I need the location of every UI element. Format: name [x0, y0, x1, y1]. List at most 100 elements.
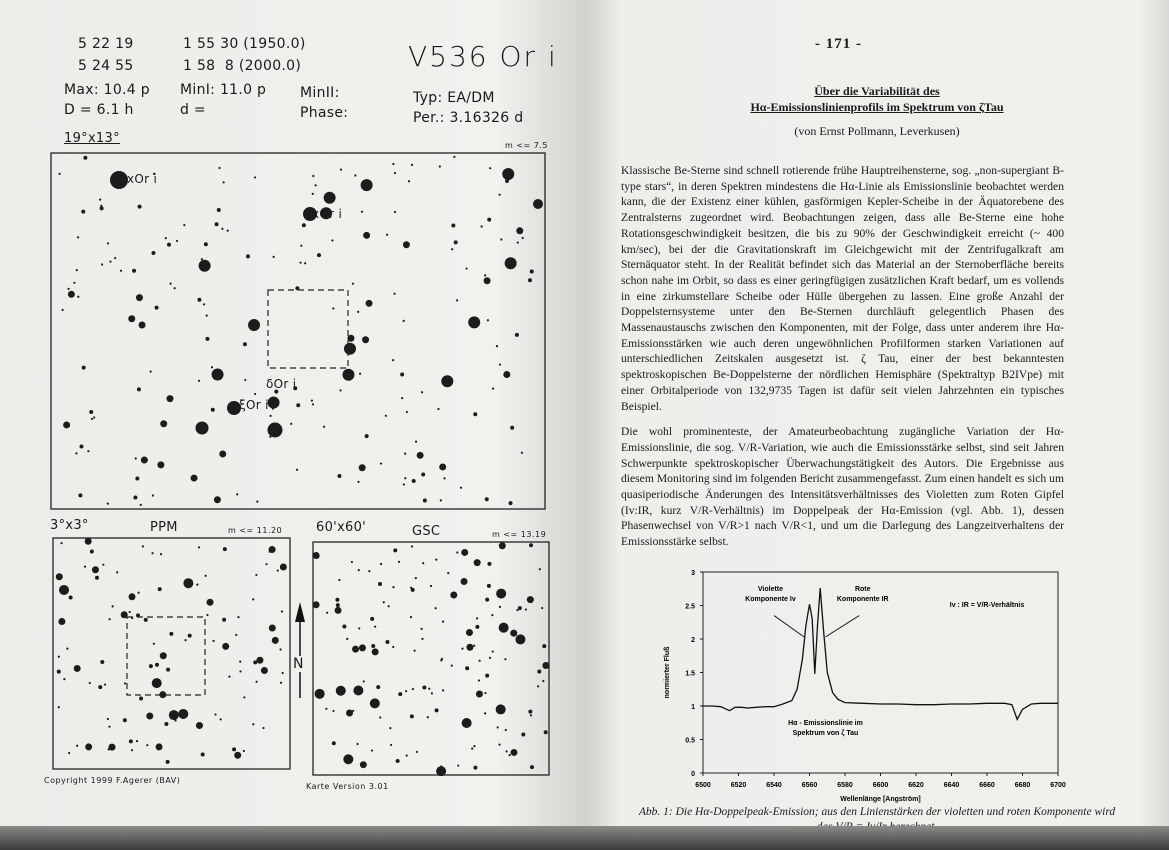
star-dot	[135, 740, 139, 743]
star-dot	[222, 642, 230, 650]
star-dot	[122, 718, 127, 723]
star-dot	[402, 319, 405, 322]
star-dot	[443, 477, 446, 480]
star-dot	[111, 605, 114, 608]
star-dot	[382, 601, 385, 604]
star-dot	[528, 709, 533, 714]
star-dot	[169, 282, 172, 285]
star-dot	[505, 178, 510, 183]
star-dot	[498, 542, 506, 550]
star-dot	[152, 172, 156, 175]
star-dot	[393, 292, 396, 295]
star-dot	[265, 563, 268, 566]
star-dot	[157, 461, 165, 469]
star-dot	[314, 688, 325, 699]
star-dot	[203, 242, 208, 247]
chart-frame	[312, 541, 550, 776]
y-tick-label: 2	[691, 637, 695, 644]
star-dot	[520, 451, 524, 454]
star-dot	[210, 366, 214, 369]
star-dot	[311, 192, 314, 195]
star-dot	[206, 598, 214, 606]
star-dot	[343, 342, 356, 355]
dec-2000: 1 58 8 (2000.0)	[183, 58, 302, 74]
star-dot	[134, 457, 137, 460]
star-dot	[200, 752, 205, 757]
star-dot	[331, 741, 336, 746]
star-dot	[441, 375, 454, 388]
star-dot	[484, 691, 487, 695]
gsc-chart-field: 60'x60'	[316, 520, 367, 535]
annotation-arrow	[773, 615, 805, 638]
star-dot	[353, 685, 364, 696]
star-dot	[334, 606, 342, 614]
star-dot	[498, 363, 502, 366]
main-chart-field: 19°x13°	[64, 131, 120, 146]
star-dot	[491, 650, 494, 653]
star-dot	[304, 262, 307, 265]
star-dot	[442, 689, 445, 692]
star-dot	[164, 721, 169, 726]
star-dot	[210, 407, 215, 412]
star-dot	[295, 468, 299, 471]
star-dot	[422, 685, 427, 690]
star-dot	[55, 573, 63, 581]
star-dot	[357, 310, 360, 313]
star-dot	[362, 336, 370, 344]
star-dot	[473, 765, 478, 770]
main-chart-limit: m <= 7.5	[505, 141, 549, 150]
star-dot	[141, 545, 144, 548]
star-dot	[255, 680, 258, 683]
star-dot	[456, 299, 459, 302]
star-dot	[151, 251, 156, 256]
star-dot	[502, 168, 515, 181]
star-dot	[166, 242, 171, 247]
star-dot	[440, 657, 444, 660]
star-dot	[504, 257, 517, 270]
star-dot	[255, 573, 258, 577]
star-dot	[420, 627, 423, 630]
star-dot	[526, 596, 534, 604]
star-dot	[93, 416, 96, 419]
star-dot	[346, 709, 354, 717]
star-dot	[228, 675, 231, 678]
star-dot	[202, 303, 206, 306]
star-dot	[106, 717, 109, 721]
star-dot	[392, 359, 395, 362]
star-dot	[358, 372, 362, 375]
star-dot	[136, 387, 141, 392]
star-dot	[123, 682, 127, 685]
star-dot	[434, 607, 437, 610]
star-dot	[473, 559, 481, 567]
star-dot	[510, 425, 515, 430]
x-tick-label: 6520	[731, 782, 747, 789]
star-dot	[376, 685, 381, 690]
star-dot	[456, 551, 459, 554]
star-dot	[358, 464, 366, 472]
star-dot	[312, 552, 320, 560]
star-dot	[478, 659, 481, 662]
star-dot	[363, 231, 371, 239]
x-tick-label: 6660	[979, 782, 995, 789]
star-dot	[63, 677, 66, 681]
star-dot	[447, 571, 450, 575]
paragraph: Klassische Be-Sterne sind schnell rotier…	[621, 164, 1064, 413]
star-dot	[135, 294, 143, 302]
star-dot	[389, 727, 392, 730]
star-dot	[489, 167, 492, 170]
star-dot	[460, 578, 468, 586]
star-dot	[214, 713, 217, 716]
star-dot	[405, 410, 408, 414]
star-dot	[296, 403, 301, 408]
star-dot	[326, 611, 329, 614]
star-dot	[119, 269, 123, 272]
star-dot	[222, 181, 225, 184]
star-dot	[371, 648, 379, 656]
star-dot	[83, 155, 88, 160]
star-dot	[410, 163, 414, 166]
star-dot	[219, 718, 222, 721]
star-dot	[498, 193, 501, 196]
star-dot	[178, 708, 189, 719]
star-dot	[244, 378, 247, 382]
star-dot	[301, 223, 306, 228]
